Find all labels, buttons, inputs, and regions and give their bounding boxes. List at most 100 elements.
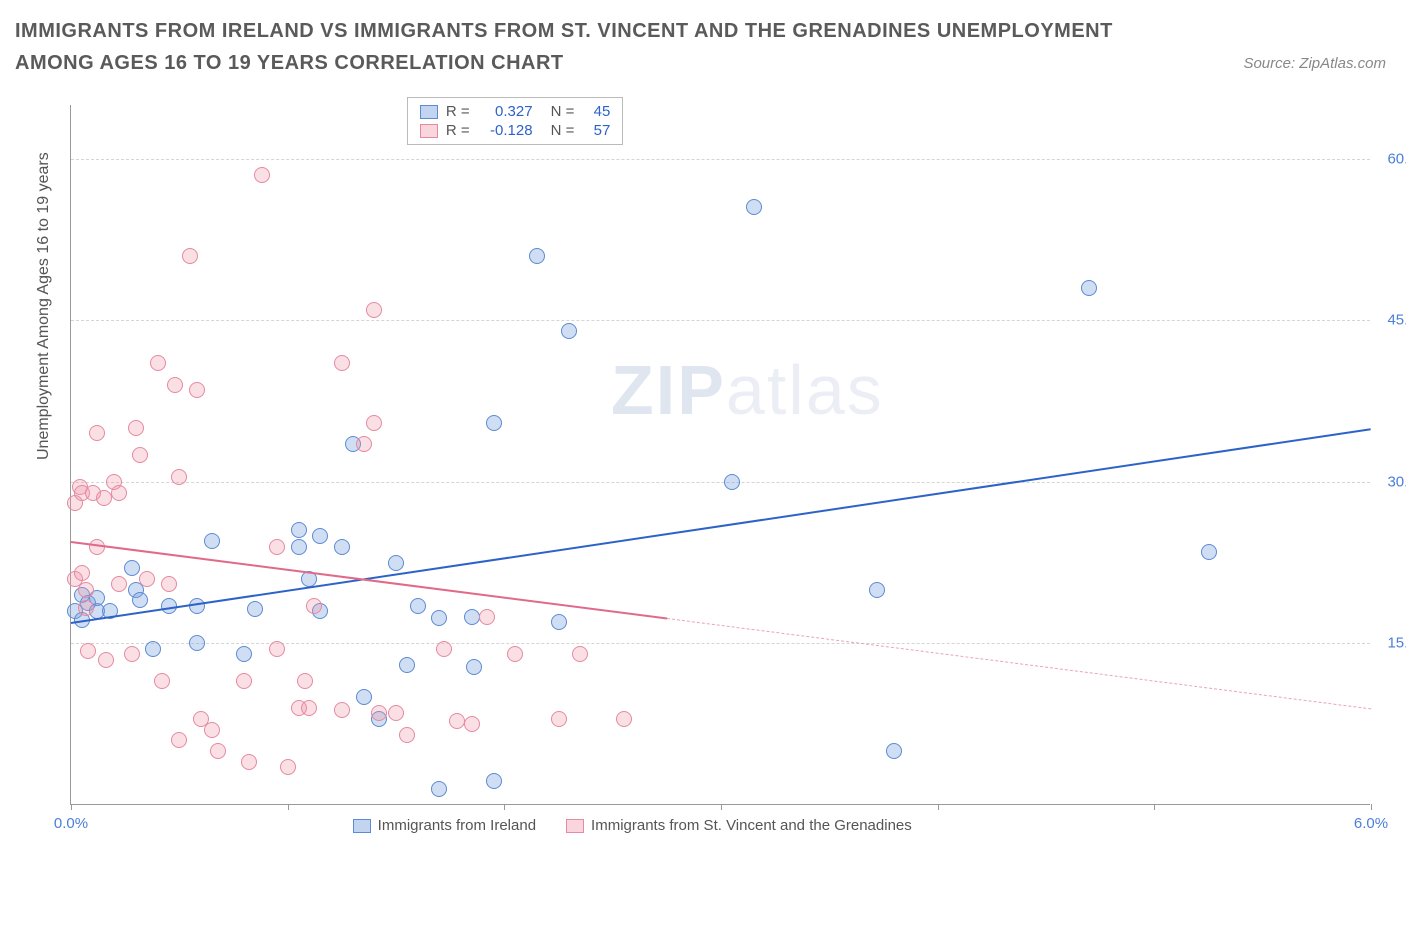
watermark: ZIPatlas xyxy=(611,350,884,430)
data-point xyxy=(96,490,112,506)
data-point xyxy=(189,382,205,398)
data-point xyxy=(479,609,495,625)
y-axis-title: Unemployment Among Ages 16 to 19 years xyxy=(35,152,53,460)
data-point xyxy=(449,713,465,729)
data-point xyxy=(334,539,350,555)
data-point xyxy=(132,592,148,608)
data-point xyxy=(132,447,148,463)
x-tick xyxy=(1154,804,1155,810)
x-tick xyxy=(938,804,939,810)
data-point xyxy=(210,743,226,759)
data-point xyxy=(74,565,90,581)
stats-legend: R = 0.327 N = 45R = -0.128 N = 57 xyxy=(407,97,624,145)
data-point xyxy=(297,673,313,689)
data-point xyxy=(312,528,328,544)
data-point xyxy=(204,722,220,738)
stat-label: R = xyxy=(446,122,470,139)
data-point xyxy=(145,641,161,657)
x-tick-label: 6.0% xyxy=(1354,815,1388,832)
data-point xyxy=(124,646,140,662)
data-point xyxy=(529,248,545,264)
data-point xyxy=(98,652,114,668)
data-point xyxy=(464,609,480,625)
data-point xyxy=(431,781,447,797)
y-tick-label: 15.0% xyxy=(1375,635,1406,652)
data-point xyxy=(269,539,285,555)
x-tick xyxy=(1371,804,1372,810)
data-point xyxy=(78,582,94,598)
data-point xyxy=(399,727,415,743)
data-point xyxy=(561,323,577,339)
chart-area: ZIPatlas 15.0%30.0%45.0%60.0%0.0%6.0%R =… xyxy=(70,105,1370,805)
data-point xyxy=(366,302,382,318)
x-tick xyxy=(288,804,289,810)
y-tick-label: 45.0% xyxy=(1375,312,1406,329)
data-point xyxy=(189,635,205,651)
data-point xyxy=(154,673,170,689)
trend-line xyxy=(71,428,1371,624)
y-tick-label: 60.0% xyxy=(1375,150,1406,167)
data-point xyxy=(436,641,452,657)
stat-label: N = xyxy=(551,103,575,120)
data-point xyxy=(80,643,96,659)
gridline xyxy=(71,482,1370,483)
data-point xyxy=(356,689,372,705)
data-point xyxy=(616,711,632,727)
x-tick xyxy=(71,804,72,810)
data-point xyxy=(551,614,567,630)
data-point xyxy=(182,248,198,264)
gridline xyxy=(71,320,1370,321)
chart-title: IMMIGRANTS FROM IRELAND VS IMMIGRANTS FR… xyxy=(15,15,1165,79)
data-point xyxy=(254,167,270,183)
data-point xyxy=(724,474,740,490)
legend-swatch xyxy=(566,819,584,833)
data-point xyxy=(111,576,127,592)
data-point xyxy=(280,759,296,775)
data-point xyxy=(1201,544,1217,560)
data-point xyxy=(886,743,902,759)
gridline xyxy=(71,643,1370,644)
data-point xyxy=(124,560,140,576)
stat-r-value: -0.128 xyxy=(478,122,533,139)
data-point xyxy=(388,555,404,571)
stat-n-value: 57 xyxy=(582,122,610,139)
data-point xyxy=(269,641,285,657)
data-point xyxy=(507,646,523,662)
data-point xyxy=(334,702,350,718)
data-point xyxy=(869,582,885,598)
source-attribution: Source: ZipAtlas.com xyxy=(1243,55,1386,72)
legend-label: Immigrants from Ireland xyxy=(378,817,536,834)
stat-n-value: 45 xyxy=(582,103,610,120)
legend-swatch xyxy=(420,105,438,119)
legend-item: Immigrants from St. Vincent and the Gren… xyxy=(566,817,912,834)
stat-label: N = xyxy=(551,122,575,139)
data-point xyxy=(551,711,567,727)
legend-swatch xyxy=(353,819,371,833)
data-point xyxy=(111,485,127,501)
data-point xyxy=(171,732,187,748)
trend-line xyxy=(667,618,1371,709)
data-point xyxy=(1081,280,1097,296)
data-point xyxy=(464,716,480,732)
stat-r-value: 0.327 xyxy=(478,103,533,120)
series-legend: Immigrants from Ireland Immigrants from S… xyxy=(353,817,912,834)
data-point xyxy=(301,700,317,716)
stats-row: R = -0.128 N = 57 xyxy=(420,121,611,140)
data-point xyxy=(236,646,252,662)
data-point xyxy=(388,705,404,721)
legend-item: Immigrants from Ireland xyxy=(353,817,536,834)
data-point xyxy=(247,601,263,617)
data-point xyxy=(171,469,187,485)
y-tick-label: 30.0% xyxy=(1375,473,1406,490)
plot-region: ZIPatlas 15.0%30.0%45.0%60.0%0.0%6.0%R =… xyxy=(70,105,1370,805)
data-point xyxy=(150,355,166,371)
data-point xyxy=(291,539,307,555)
legend-swatch xyxy=(420,124,438,138)
x-tick xyxy=(504,804,505,810)
data-point xyxy=(486,415,502,431)
data-point xyxy=(486,773,502,789)
data-point xyxy=(241,754,257,770)
data-point xyxy=(204,533,220,549)
data-point xyxy=(410,598,426,614)
legend-label: Immigrants from St. Vincent and the Gren… xyxy=(591,817,912,834)
